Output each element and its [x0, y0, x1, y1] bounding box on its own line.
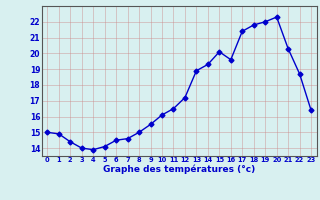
X-axis label: Graphe des températures (°c): Graphe des températures (°c)	[103, 165, 255, 174]
